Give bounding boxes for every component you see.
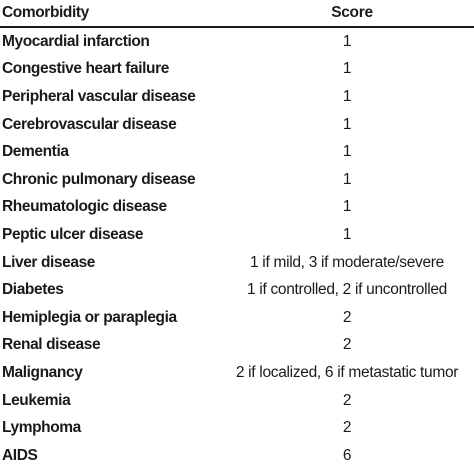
comorbidity-cell: Chronic pulmonary disease: [2, 170, 196, 188]
score-cell: 1: [342, 225, 352, 243]
header-score: Score: [331, 4, 373, 21]
comorbidity-cell: Congestive heart failure: [2, 60, 169, 78]
table-row: Lymphoma 2: [0, 414, 474, 442]
comorbidity-cell: Myocardial infarction: [2, 32, 150, 50]
score-cell: 6: [342, 446, 352, 464]
comorbidity-cell: Malignancy: [2, 363, 83, 381]
score-cell: 1: [342, 198, 352, 216]
score-cell: 1: [342, 143, 352, 161]
score-cell: 1 if mild, 3 if moderate/severe: [249, 253, 444, 271]
comorbidity-cell: Renal disease: [2, 336, 101, 354]
comorbidity-cell: Diabetes: [2, 281, 64, 299]
table-row: Peptic ulcer disease 1: [0, 221, 474, 249]
score-cell: 1: [342, 170, 352, 188]
table-row: AIDS 6: [0, 442, 474, 470]
table-row: Hemiplegia or paraplegia 2: [0, 304, 474, 332]
score-cell: 2 if localized, 6 if metastatic tumor: [235, 363, 459, 381]
score-cell: 2: [342, 336, 352, 354]
table-row: Congestive heart failure 1: [0, 56, 474, 84]
score-cell: 1: [342, 87, 352, 105]
score-cell: 2: [342, 308, 352, 326]
score-cell: 1 if controlled, 2 if uncontrolled: [246, 281, 448, 299]
table-row: Leukemia 2: [0, 387, 474, 415]
table-row: Dementia 1: [0, 138, 474, 166]
comorbidity-cell: Peripheral vascular disease: [2, 87, 196, 105]
comorbidity-cell: Leukemia: [2, 391, 71, 409]
comorbidity-cell: Hemiplegia or paraplegia: [2, 308, 177, 326]
comorbidity-cell: Rheumatologic disease: [2, 198, 167, 216]
score-cell: 1: [342, 32, 352, 50]
comorbidity-cell: Cerebrovascular disease: [2, 115, 177, 133]
score-cell: 1: [342, 60, 352, 78]
table-row: Diabetes 1 if controlled, 2 if uncontroll…: [0, 276, 474, 304]
score-cell: 2: [342, 419, 352, 437]
comorbidity-cell: Lymphoma: [2, 419, 81, 437]
table-row: Liver disease 1 if mild, 3 if moderate/se…: [0, 249, 474, 277]
score-cell: 1: [342, 115, 352, 133]
table-row: Malignancy 2 if localized, 6 if metastati…: [0, 359, 474, 387]
table-body: Myocardial infarction 1 Congestive heart f…: [0, 28, 474, 470]
score-cell: 2: [342, 391, 352, 409]
header-comorbidity: Comorbidity: [2, 4, 89, 21]
table-header-row: Comorbidity Score: [0, 0, 474, 28]
comorbidity-cell: Dementia: [2, 143, 69, 161]
table-row: Rheumatologic disease 1: [0, 194, 474, 222]
comorbidity-cell: Liver disease: [2, 253, 96, 271]
comorbidity-cell: Peptic ulcer disease: [2, 225, 144, 243]
comorbidity-cell: AIDS: [2, 446, 38, 464]
table-row: Peripheral vascular disease 1: [0, 83, 474, 111]
table-row: Cerebrovascular disease 1: [0, 111, 474, 139]
table-row: Renal disease 2: [0, 332, 474, 360]
table-row: Myocardial infarction 1: [0, 28, 474, 56]
table-row: Chronic pulmonary disease 1: [0, 166, 474, 194]
